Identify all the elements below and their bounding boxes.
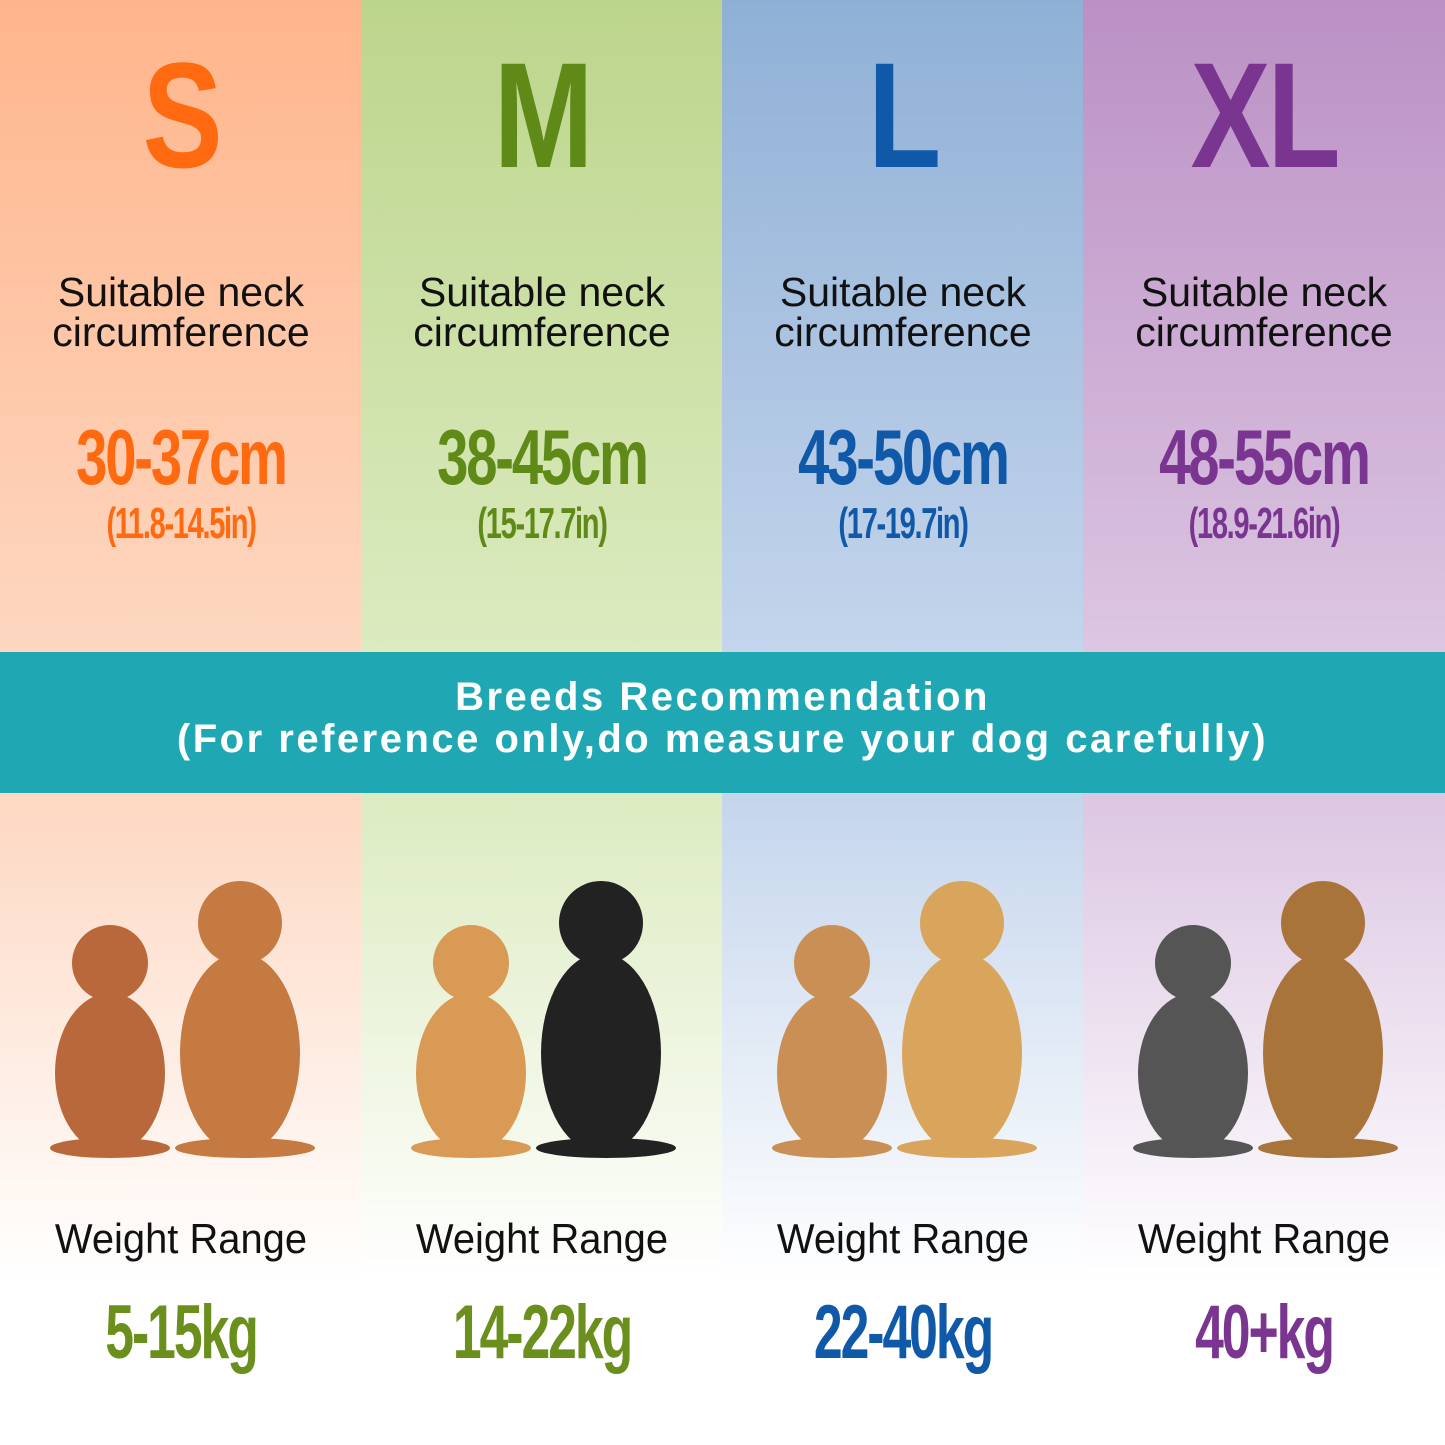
dog-right: [536, 881, 676, 1158]
dog-photo: [1133, 881, 1398, 1158]
banner-subtitle: (For reference only,do measure your dog …: [176, 717, 1269, 761]
weight-value: 22-40kg: [813, 1290, 994, 1375]
neck-in: (17-19.7in): [838, 499, 968, 548]
size-panel-xl: XL Suitable neck circumference 48-55cm (…: [1083, 0, 1445, 652]
size-letter: XL: [1190, 31, 1341, 199]
weight-value: 40+kg: [1195, 1290, 1335, 1375]
breed-panel-l: Weight Range 22-40kg: [722, 793, 1084, 1445]
dog-photo: [50, 881, 315, 1158]
size-panel-s: S Suitable neck circumference 30-37cm (1…: [0, 0, 362, 652]
breed-panel-s: Weight Range 5-15kg: [0, 793, 362, 1445]
weight-label: Weight Range: [415, 1215, 669, 1262]
size-panel-l: L Suitable neck circumference 43-50cm (1…: [722, 0, 1084, 652]
neck-cm: 43-50cm: [798, 413, 1010, 501]
size-letter: M: [493, 31, 594, 199]
dog-left: [772, 925, 892, 1158]
neck-in: (11.8-14.5in): [106, 499, 256, 548]
weight-label: Weight Range: [776, 1215, 1030, 1262]
neck-label: Suitable neck circumference: [52, 269, 310, 355]
neck-cm: 30-37cm: [76, 413, 288, 501]
neck-cm: 48-55cm: [1159, 413, 1371, 501]
dog-left: [1133, 925, 1253, 1158]
dog-photo: [772, 881, 1037, 1158]
size-letter: L: [867, 31, 941, 199]
weight-value: 5-15kg: [105, 1290, 259, 1375]
breed-panel-m: Weight Range 14-22kg: [361, 793, 723, 1445]
neck-label: Suitable neck circumference: [1135, 269, 1393, 355]
dog-photo: [411, 881, 676, 1158]
breeds-banner: Breeds Recommendation (For reference onl…: [0, 652, 1445, 793]
weight-label: Weight Range: [1137, 1215, 1391, 1262]
dog-right: [1258, 881, 1398, 1158]
weight-label: Weight Range: [54, 1215, 308, 1262]
dog-right: [175, 881, 315, 1158]
size-panel-m: M Suitable neck circumference 38-45cm (1…: [361, 0, 723, 652]
neck-label: Suitable neck circumference: [413, 269, 671, 355]
dog-right: [897, 881, 1037, 1158]
neck-label: Suitable neck circumference: [774, 269, 1032, 355]
neck-in: (18.9-21.6in): [1188, 499, 1341, 548]
dog-left: [411, 925, 531, 1158]
neck-cm: 38-45cm: [437, 413, 649, 501]
banner-title: Breeds Recommendation: [455, 675, 990, 719]
breed-panel-xl: Weight Range 40+kg: [1083, 793, 1445, 1445]
dog-left: [50, 925, 170, 1158]
size-letter: S: [142, 31, 223, 199]
neck-in: (15-17.7in): [477, 499, 607, 548]
weight-value: 14-22kg: [452, 1290, 633, 1375]
